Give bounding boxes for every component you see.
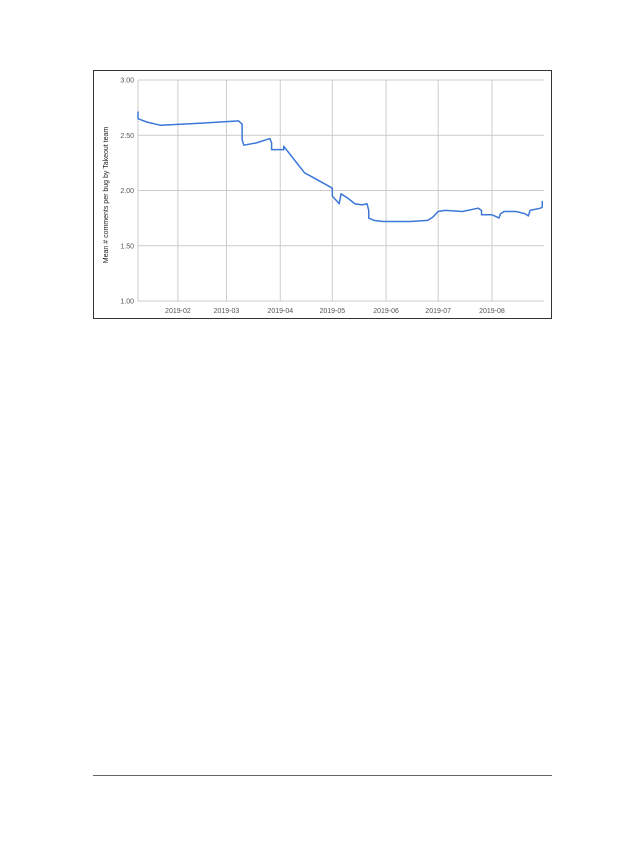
y-tick-label: 1.00 bbox=[120, 299, 134, 306]
y-axis-title: Mean # comments per bug by Takeout team bbox=[103, 127, 110, 264]
page-footer-rule bbox=[93, 775, 552, 776]
line-chart: 1.00 1.50 2.00 2.50 3.00 2019-02 2019-03 2019-0… bbox=[103, 78, 544, 315]
x-tick-label: 2019-03 bbox=[214, 308, 240, 315]
x-tick-label: 2019-05 bbox=[319, 308, 345, 315]
chart-frame: 1.00 1.50 2.00 2.50 3.00 2019-02 2019-03 2019-0… bbox=[93, 70, 552, 319]
y-tick-label: 1.50 bbox=[120, 243, 134, 250]
x-tick-label: 2019-02 bbox=[165, 308, 191, 315]
series-line bbox=[137, 111, 544, 223]
y-tick-label: 2.00 bbox=[120, 188, 134, 195]
y-tick-label: 3.00 bbox=[120, 78, 134, 85]
x-tick-label: 2019-04 bbox=[267, 308, 293, 315]
x-tick-label: 2019-08 bbox=[479, 308, 505, 315]
y-tick-label: 2.50 bbox=[120, 133, 134, 140]
x-tick-label: 2019-06 bbox=[373, 308, 399, 315]
x-tick-label: 2019-07 bbox=[425, 308, 451, 315]
